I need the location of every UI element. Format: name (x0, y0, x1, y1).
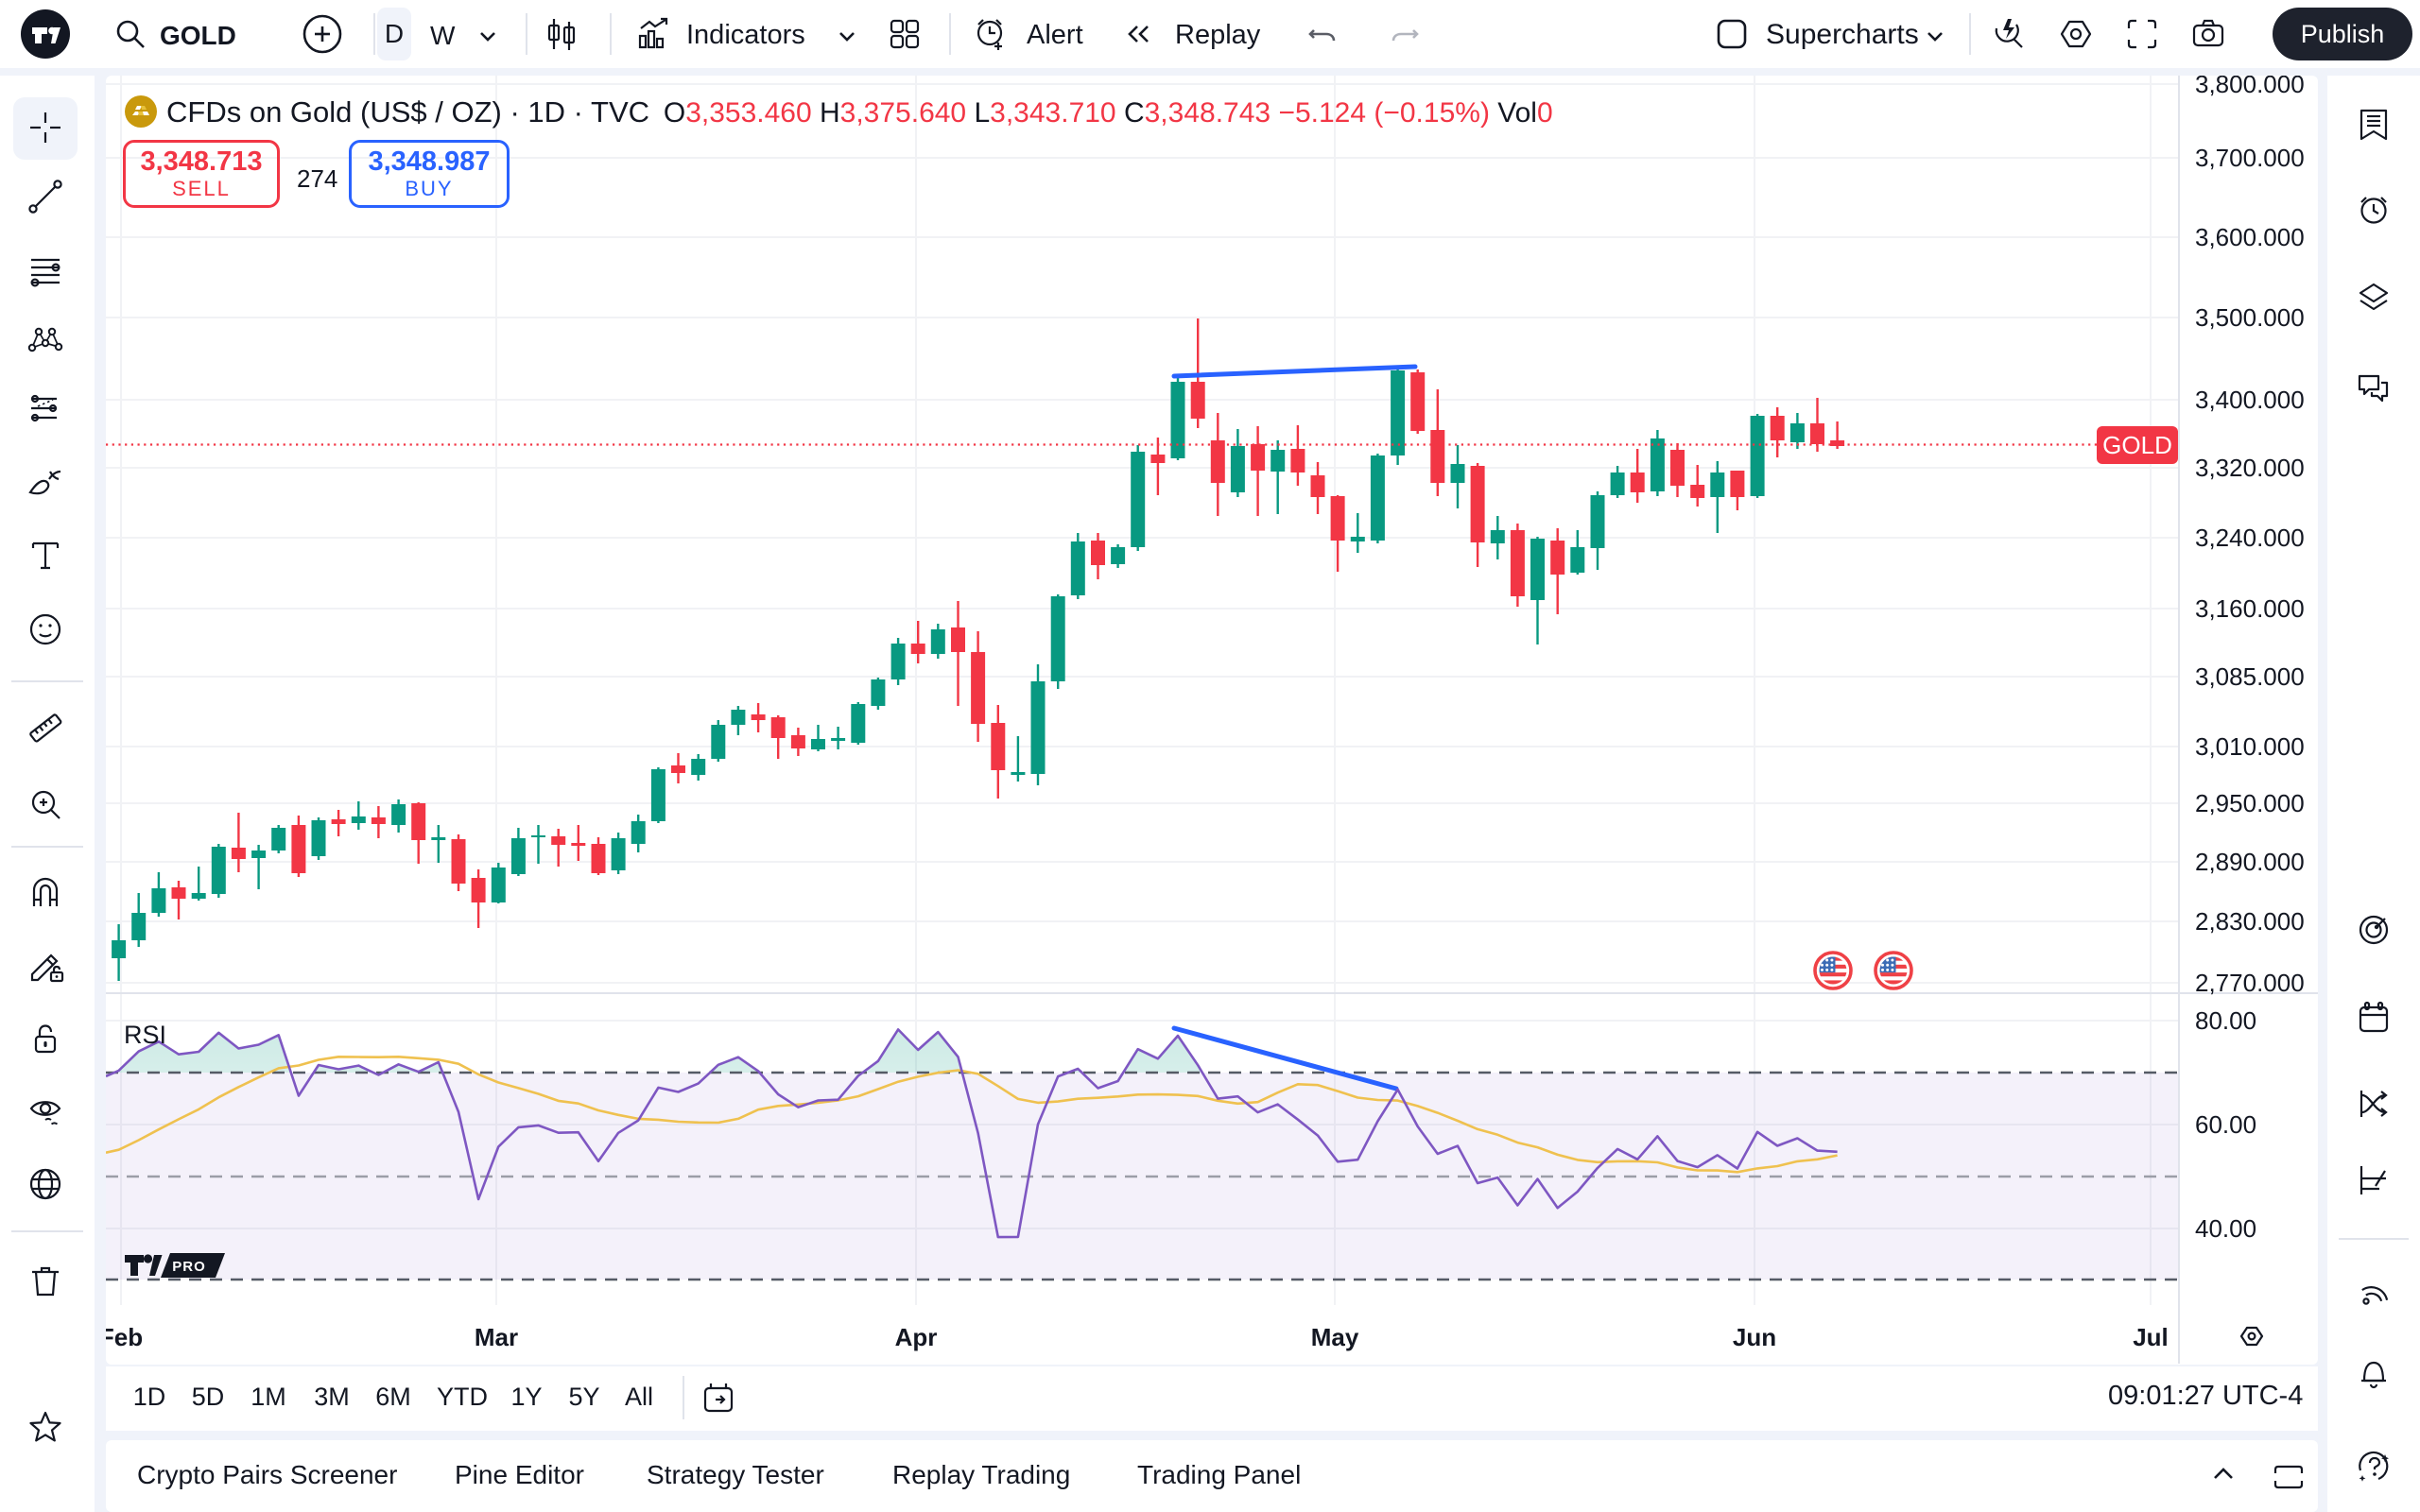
svg-text:Mar: Mar (475, 1323, 518, 1351)
svg-text:RSI: RSI (124, 1021, 166, 1049)
svg-text:3,010.000: 3,010.000 (2195, 732, 2305, 761)
svg-text:2,830.000: 2,830.000 (2195, 907, 2305, 936)
svg-text:3,085.000: 3,085.000 (2195, 662, 2305, 691)
svg-text:3,320.000: 3,320.000 (2195, 454, 2305, 482)
svg-text:2,950.000: 2,950.000 (2195, 789, 2305, 817)
svg-text:Jun: Jun (1733, 1323, 1776, 1351)
svg-text:80.00: 80.00 (2195, 1006, 2256, 1035)
svg-text:3,700.000: 3,700.000 (2195, 144, 2305, 172)
svg-text:3,240.000: 3,240.000 (2195, 524, 2305, 552)
svg-text:3,800.000: 3,800.000 (2195, 76, 2305, 98)
svg-text:Jul: Jul (2133, 1323, 2169, 1351)
svg-text:3,600.000: 3,600.000 (2195, 223, 2305, 251)
svg-text:3,500.000: 3,500.000 (2195, 303, 2305, 332)
svg-text:3,160.000: 3,160.000 (2195, 594, 2305, 623)
svg-text:2,770.000: 2,770.000 (2195, 969, 2305, 997)
svg-text:Feb: Feb (106, 1323, 143, 1351)
svg-text:GOLD: GOLD (2102, 431, 2172, 459)
svg-text:Apr: Apr (895, 1323, 938, 1351)
svg-text:May: May (1311, 1323, 1359, 1351)
svg-text:40.00: 40.00 (2195, 1214, 2256, 1243)
svg-text:60.00: 60.00 (2195, 1110, 2256, 1139)
svg-text:3,400.000: 3,400.000 (2195, 386, 2305, 414)
svg-text:2,890.000: 2,890.000 (2195, 848, 2305, 876)
svg-text:PRO: PRO (172, 1259, 206, 1275)
